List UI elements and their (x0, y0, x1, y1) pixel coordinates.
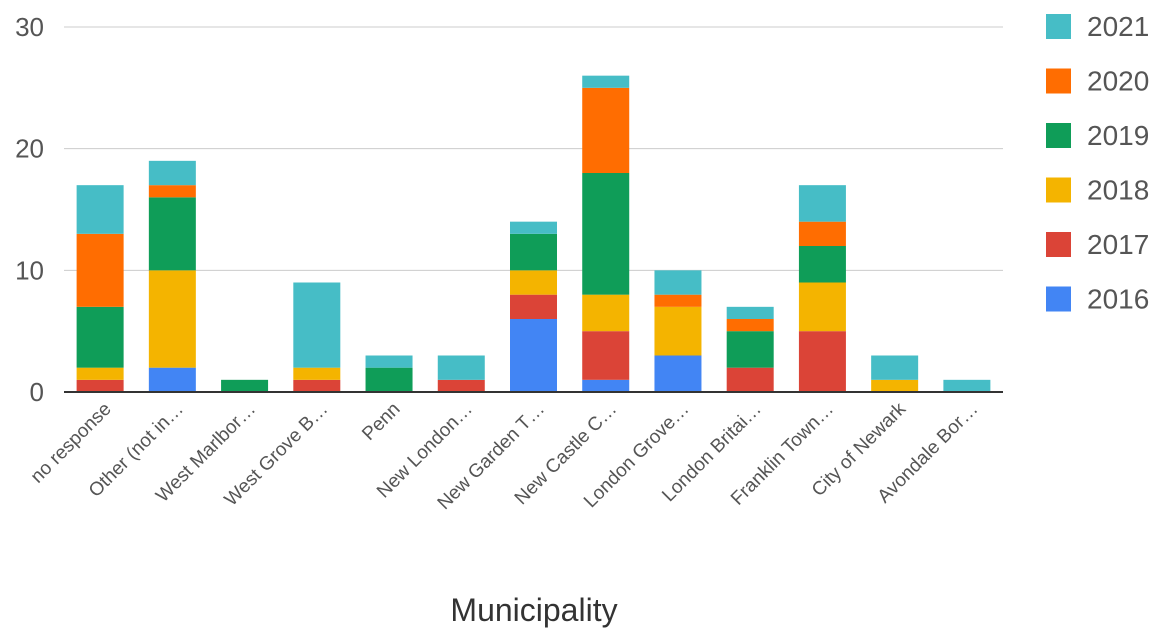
bar-segment (76, 185, 124, 234)
bar-segment (798, 221, 846, 246)
legend-label: 2021 (1087, 11, 1149, 42)
legend-label: 2018 (1087, 175, 1149, 206)
y-axis-ticks: 0 10 20 30 (15, 12, 44, 407)
bar-segment (582, 294, 630, 332)
y-tick-label: 30 (15, 12, 44, 42)
bar-segment (798, 282, 846, 332)
bar-segment (293, 367, 341, 380)
legend-swatch (1046, 14, 1071, 39)
bar-segment (148, 197, 196, 271)
bar-segment (582, 75, 630, 88)
legend-swatch (1046, 232, 1071, 257)
bar-segment (726, 331, 774, 368)
x-tick-label: Penn (358, 399, 404, 445)
bar-segment (871, 379, 919, 392)
bar-segment (582, 87, 630, 173)
bar-segment (437, 379, 485, 392)
bar-segment (726, 367, 774, 392)
bar-segment (76, 379, 124, 392)
bar-segment (510, 319, 557, 392)
bar-segment (654, 306, 702, 356)
bar-segment (293, 282, 341, 368)
bar-segment (365, 367, 413, 392)
bar-segment (654, 355, 702, 392)
legend-label: 2020 (1087, 66, 1149, 97)
bar-segment (148, 160, 196, 186)
x-axis-title: Municipality (450, 592, 617, 628)
bar-segment (726, 319, 774, 332)
bar-segment (510, 233, 557, 271)
legend-label: 2019 (1087, 120, 1149, 151)
bar-segment (221, 379, 269, 392)
legend-label: 2017 (1087, 229, 1149, 260)
bar-segment (654, 270, 702, 295)
bar-segment (365, 355, 413, 368)
y-tick-label: 0 (30, 377, 44, 407)
bar-segment (798, 331, 846, 392)
legend: 2021 2020 2019 2018 2017 2016 (1046, 11, 1149, 315)
bar-segment (148, 270, 196, 368)
bar-segment (148, 367, 196, 392)
bar-segment (582, 379, 630, 392)
bar-segment (871, 355, 919, 380)
bar-segment (798, 185, 846, 222)
bar-segment (76, 367, 124, 380)
bar-segment (582, 331, 630, 380)
bar-segment (148, 185, 196, 198)
bar-segment (76, 306, 124, 368)
bar-segment (510, 221, 557, 234)
bar-segment (582, 173, 630, 295)
legend-swatch (1046, 177, 1071, 203)
bar-segment (726, 306, 774, 319)
legend-swatch (1046, 68, 1071, 94)
bar-segment (943, 379, 991, 392)
y-tick-label: 10 (15, 255, 44, 285)
legend-swatch (1046, 286, 1071, 312)
legend-label: 2016 (1087, 284, 1149, 315)
bars (76, 75, 991, 392)
bar-segment (654, 294, 702, 307)
legend-swatch (1046, 123, 1071, 148)
y-tick-label: 20 (15, 134, 44, 164)
bar-segment (293, 379, 341, 392)
bar-segment (510, 270, 557, 295)
bar-segment (76, 233, 124, 307)
bar-segment (510, 294, 557, 319)
bar-segment (798, 246, 846, 283)
bar-segment (437, 355, 485, 380)
